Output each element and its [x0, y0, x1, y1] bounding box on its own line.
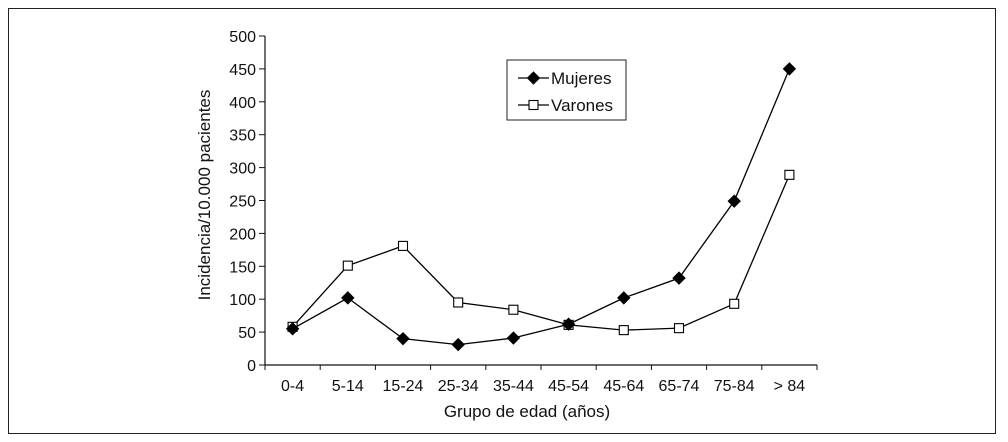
data-point-varones — [397, 240, 409, 251]
data-point-mujeres — [451, 337, 465, 352]
y-tick-label: 100 — [229, 292, 256, 309]
y-tick-label: 350 — [229, 128, 256, 145]
x-tick-label: 65-74 — [659, 378, 700, 395]
legend-marker-mujeres — [526, 71, 541, 85]
y-tick-label: 0 — [247, 358, 256, 375]
data-point-varones — [508, 304, 519, 315]
x-tick-label: 5-14 — [332, 378, 364, 395]
data-point-varones — [618, 325, 629, 336]
data-point-varones — [453, 297, 464, 308]
data-point-varones — [673, 323, 685, 334]
data-point-mujeres — [561, 317, 576, 331]
y-axis-label: Incidencia/10.000 pacientes — [195, 90, 214, 301]
data-point-varones — [784, 169, 795, 180]
x-axis-ticks: 0-4 5-14 15-24 25-34 35-44 45-54 45-64 65-74 75-… — [264, 365, 818, 395]
x-tick-label: > 84 — [774, 378, 806, 395]
data-point-mujeres — [727, 194, 741, 208]
legend-box — [506, 59, 627, 121]
y-tick-label: 250 — [229, 194, 256, 211]
y-tick-label: 400 — [229, 95, 256, 112]
data-point-mujeres — [506, 331, 521, 345]
legend-label-mujeres: Mujeres — [551, 69, 611, 88]
series-layer — [285, 62, 797, 352]
line-chart: 0 50 100 150 200 250 300 350 400 450 500 0-4 5-14 15… — [195, 29, 818, 421]
y-tick-label: 150 — [229, 259, 256, 276]
y-tick-label: 300 — [229, 161, 256, 178]
x-tick-label: 45-64 — [603, 378, 644, 395]
x-tick-label: 35-44 — [493, 378, 534, 395]
data-point-mujeres — [672, 271, 686, 285]
x-tick-label: 0-4 — [281, 378, 304, 395]
series-line-varones — [292, 174, 790, 331]
x-tick-label: 25-34 — [438, 378, 479, 395]
y-tick-label: 500 — [229, 29, 256, 46]
y-tick-label: 50 — [238, 325, 256, 342]
data-point-varones — [342, 260, 353, 271]
data-point-varones — [729, 298, 740, 309]
data-point-mujeres — [285, 322, 300, 336]
data-point-mujeres — [782, 62, 797, 76]
data-point-mujeres — [341, 291, 355, 305]
legend: Mujeres Varones — [506, 59, 627, 121]
data-point-mujeres — [617, 291, 631, 305]
legend-label-varones: Varones — [551, 96, 613, 115]
x-tick-label: 15-24 — [383, 378, 424, 395]
data-point-mujeres — [396, 331, 410, 346]
series-mujeres — [285, 62, 797, 352]
x-tick-label: 45-54 — [548, 378, 589, 395]
figure-frame: 0 50 100 150 200 250 300 350 400 450 500 0-4 5-14 15… — [8, 8, 996, 434]
y-tick-label: 450 — [229, 62, 256, 79]
legend-marker-varones — [528, 99, 539, 111]
series-line-mujeres — [292, 68, 790, 346]
x-axis-label: Grupo de edad (años) — [444, 402, 610, 421]
y-axis-ticks: 0 50 100 150 200 250 300 350 400 450 500 — [229, 29, 265, 375]
x-tick-label: 75-84 — [714, 378, 755, 395]
y-tick-label: 200 — [229, 226, 256, 243]
